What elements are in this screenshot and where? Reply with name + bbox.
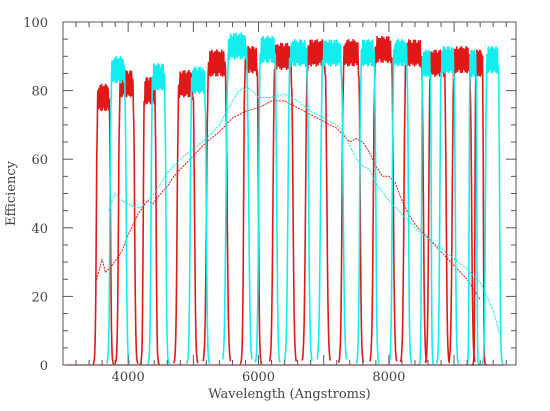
series-1-band-4: [254, 35, 281, 363]
series-1-band-2: [186, 66, 211, 365]
series-0-band-11: [424, 49, 451, 364]
series-1-band-10: [435, 46, 460, 365]
y-tick-label: 40: [31, 222, 48, 237]
ticks-layer: 4000 6000 8000 0 20 40 60 80 100: [23, 16, 516, 385]
series-1-band-5: [283, 39, 313, 362]
x-tick-label: 6000: [242, 370, 275, 385]
series-0-band-7: [301, 39, 331, 361]
series-0-band-6: [268, 42, 298, 362]
series-0-band-12: [448, 45, 476, 363]
y-axis-label: Efficiency: [4, 160, 19, 226]
series-1-band-8: [388, 39, 413, 364]
series-1-band-3: [221, 32, 253, 360]
series-1-band-0: [105, 56, 131, 364]
series-0-band-3: [173, 69, 199, 364]
y-tick-label: 20: [31, 290, 48, 305]
series-0-band-4: [202, 49, 232, 362]
x-tick-label: 8000: [372, 370, 405, 385]
series-1-band-1: [147, 63, 170, 365]
series-1-band-11: [465, 49, 481, 366]
series-1-band-12: [481, 45, 504, 365]
series-1-band-6: [316, 39, 348, 360]
series-1-band-9: [418, 49, 435, 366]
x-tick-label: 4000: [112, 370, 145, 385]
series-layer: [66, 32, 505, 366]
series-1-band-7: [355, 39, 380, 364]
x-axis-label: Wavelength (Angstroms): [208, 387, 370, 402]
y-tick-label: 60: [31, 153, 48, 168]
y-tick-label: 0: [40, 359, 48, 374]
series-1-envelope: [108, 86, 501, 335]
y-tick-label: 100: [23, 16, 48, 31]
series-0-band-2: [139, 77, 160, 366]
y-tick-label: 80: [31, 85, 48, 100]
series-0-band-1: [114, 70, 139, 365]
